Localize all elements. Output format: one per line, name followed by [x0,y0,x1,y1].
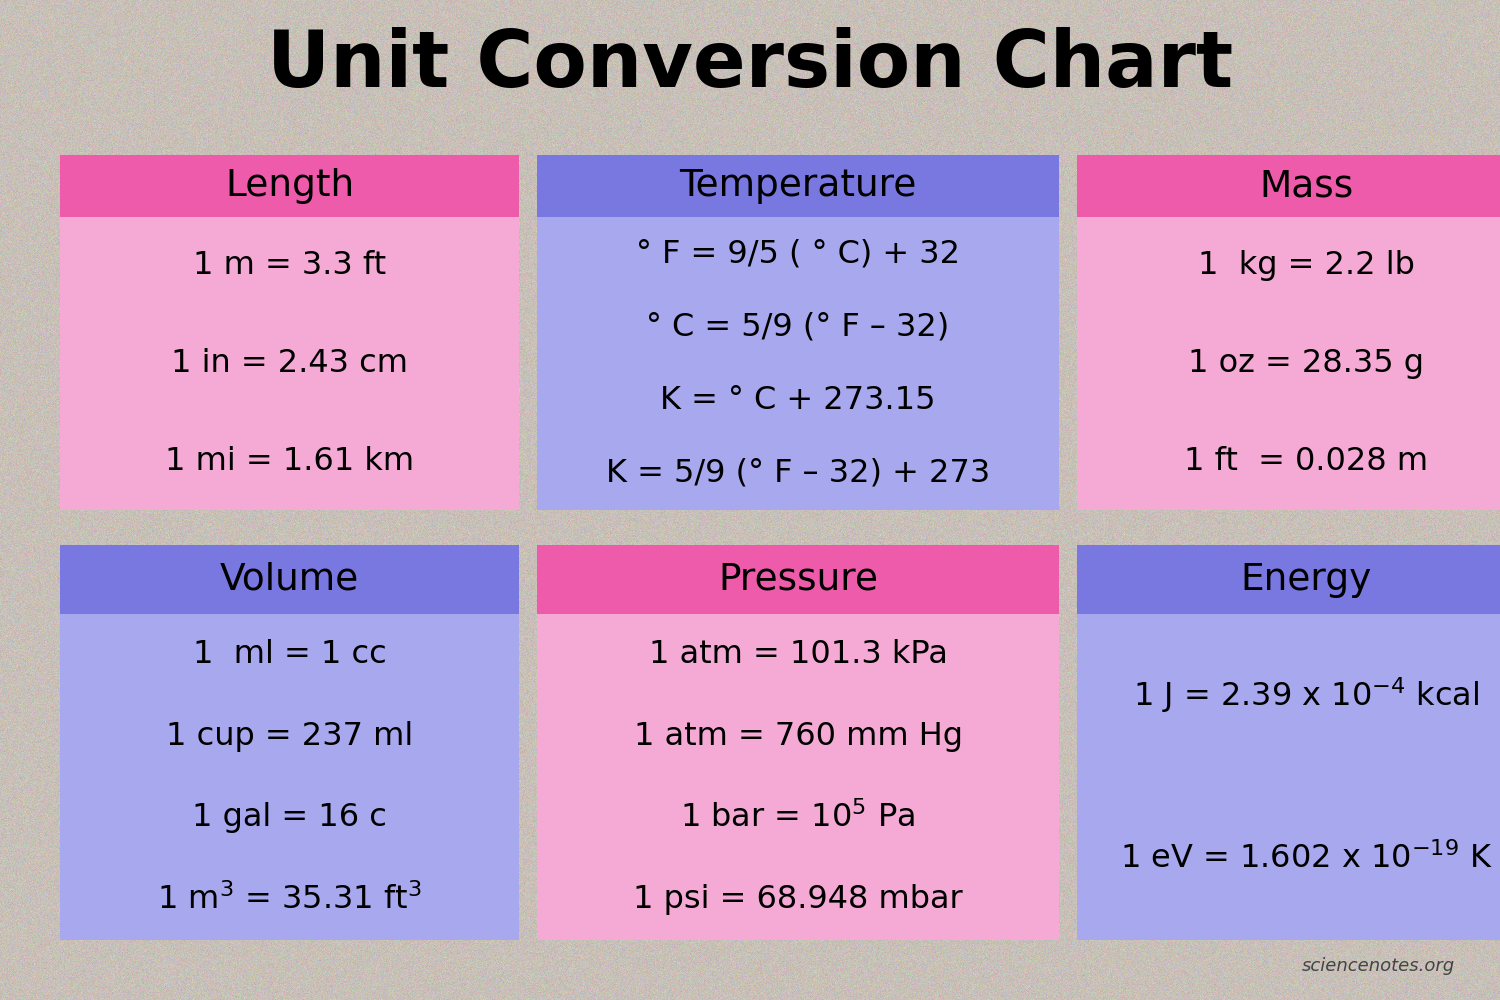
Text: 1 m$^3$ = 35.31 ft$^3$: 1 m$^3$ = 35.31 ft$^3$ [158,883,422,916]
FancyBboxPatch shape [537,545,1059,614]
FancyBboxPatch shape [1077,217,1500,510]
Text: K = ° C + 273.15: K = ° C + 273.15 [660,385,936,416]
Text: 1 atm = 101.3 kPa: 1 atm = 101.3 kPa [648,639,948,670]
Text: 1 bar = 10$^5$ Pa: 1 bar = 10$^5$ Pa [681,801,915,834]
FancyBboxPatch shape [1077,155,1500,217]
FancyBboxPatch shape [1077,545,1500,614]
FancyBboxPatch shape [60,155,519,217]
Text: Volume: Volume [220,562,358,598]
Text: 1  kg = 2.2 lb: 1 kg = 2.2 lb [1198,250,1414,281]
Text: 1 in = 2.43 cm: 1 in = 2.43 cm [171,348,408,379]
FancyBboxPatch shape [537,614,1059,940]
Text: sciencenotes.org: sciencenotes.org [1302,957,1455,975]
Text: 1 psi = 68.948 mbar: 1 psi = 68.948 mbar [633,884,963,915]
Text: 1 J = 2.39 x 10$^{-4}$ kcal: 1 J = 2.39 x 10$^{-4}$ kcal [1134,676,1479,715]
FancyBboxPatch shape [537,217,1059,510]
Text: Unit Conversion Chart: Unit Conversion Chart [267,27,1233,103]
FancyBboxPatch shape [60,614,519,940]
Text: Temperature: Temperature [680,168,916,204]
Text: Pressure: Pressure [718,562,878,598]
Text: 1 gal = 16 c: 1 gal = 16 c [192,802,387,833]
Text: ° F = 9/5 ( ° C) + 32: ° F = 9/5 ( ° C) + 32 [636,238,960,269]
FancyBboxPatch shape [537,155,1059,217]
Text: Length: Length [225,168,354,204]
FancyBboxPatch shape [60,545,519,614]
FancyBboxPatch shape [1077,614,1500,940]
Text: 1 oz = 28.35 g: 1 oz = 28.35 g [1188,348,1425,379]
Text: 1 ft  = 0.028 m: 1 ft = 0.028 m [1185,446,1428,477]
Text: 1 cup = 237 ml: 1 cup = 237 ml [166,721,413,752]
Text: 1 m = 3.3 ft: 1 m = 3.3 ft [194,250,386,281]
Text: K = 5/9 (° F – 32) + 273: K = 5/9 (° F – 32) + 273 [606,458,990,489]
FancyBboxPatch shape [60,217,519,510]
Text: Energy: Energy [1240,562,1372,598]
Text: 1 atm = 760 mm Hg: 1 atm = 760 mm Hg [633,721,963,752]
Text: 1 mi = 1.61 km: 1 mi = 1.61 km [165,446,414,477]
Text: 1 eV = 1.602 x 10$^{-19}$ K: 1 eV = 1.602 x 10$^{-19}$ K [1120,842,1492,875]
Text: ° C = 5/9 (° F – 32): ° C = 5/9 (° F – 32) [646,311,950,342]
Text: Mass: Mass [1260,168,1353,204]
Text: 1  ml = 1 cc: 1 ml = 1 cc [192,639,387,670]
